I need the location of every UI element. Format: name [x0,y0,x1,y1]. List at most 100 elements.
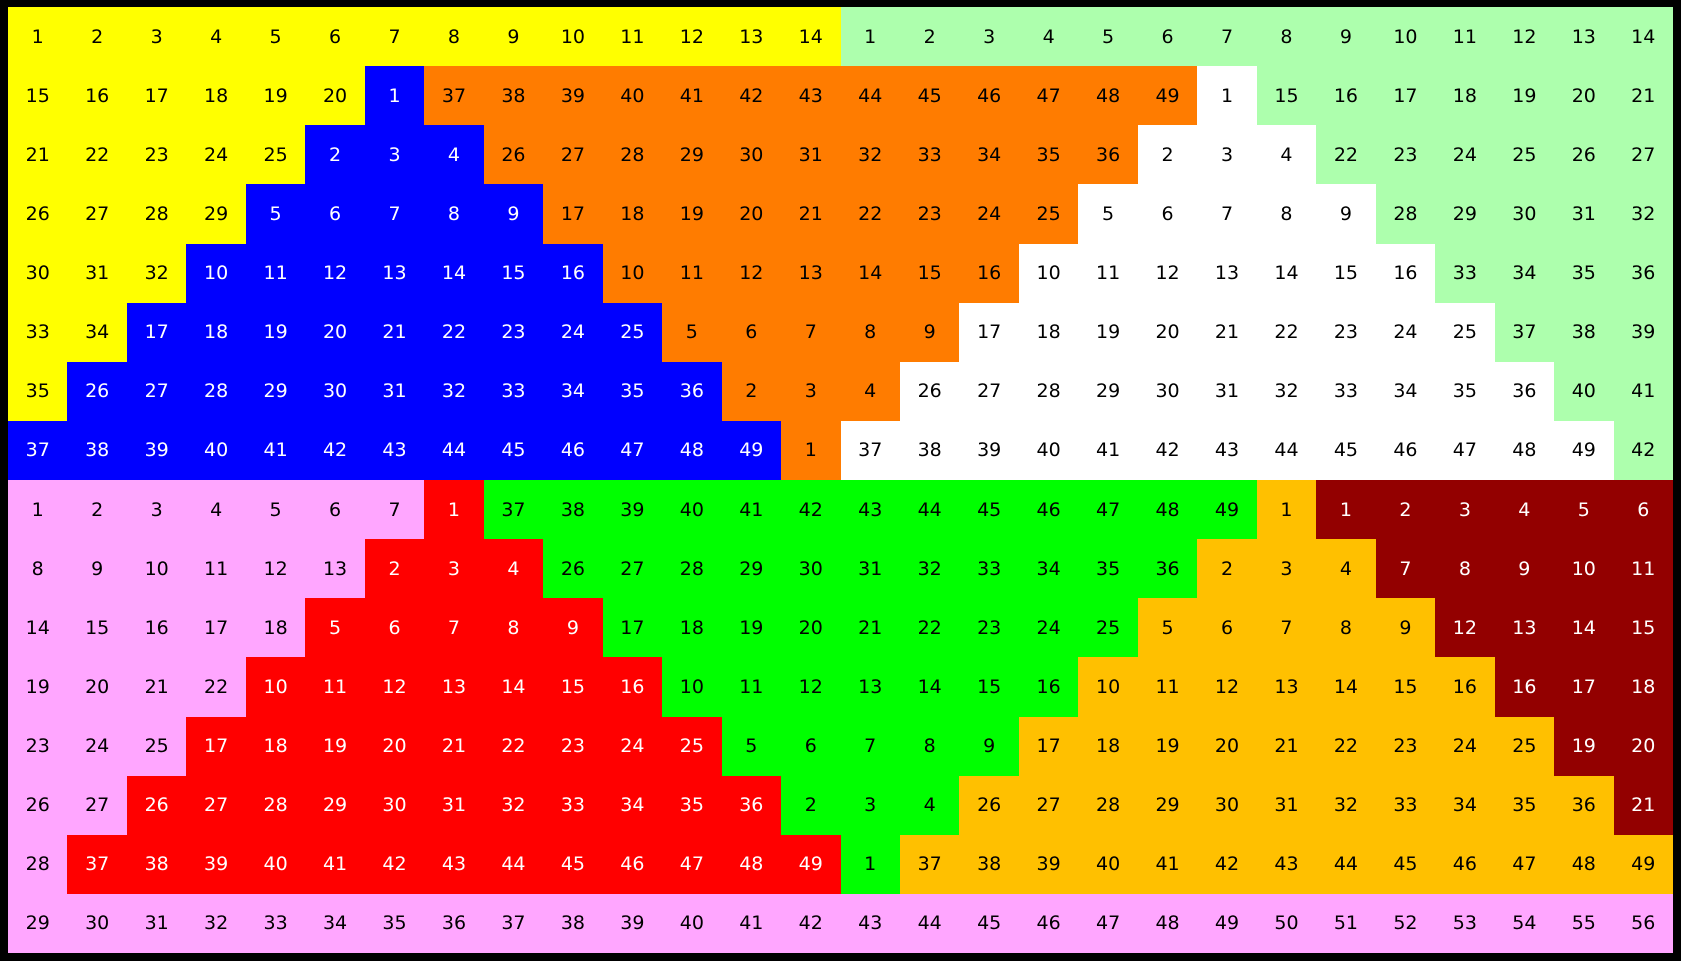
grid-cell-amber: 23 [1375,716,1436,776]
grid-cell-blue: 42 [305,420,365,480]
grid-cell-white: 16 [1375,243,1436,303]
grid-cell-blue: 47 [602,420,663,480]
grid-cell-red: 44 [483,834,544,894]
grid-cell-green: 47 [1078,480,1138,540]
grid-cell-pink: 37 [483,893,544,953]
grid-cell-lightgreen: 40 [1554,361,1614,421]
grid-cell-amber: 27 [1018,775,1079,835]
grid-cell-white: 25 [1435,302,1495,362]
grid-cell-red: 45 [543,834,603,894]
grid-cell-amber: 28 [1078,775,1138,835]
grid-cell-red: 34 [602,775,663,835]
grid-cell-pink: 8 [8,539,68,599]
grid-cell-white: 17 [959,302,1019,362]
grid-cell-blue: 31 [364,361,425,421]
grid-cell-white: 22 [1256,302,1317,362]
grid-cell-blue: 46 [543,420,603,480]
grid-cell-orange: 32 [840,125,900,185]
grid-cell-pink: 17 [186,598,246,658]
grid-cell-red: 29 [305,775,365,835]
grid-cell-amber: 8 [1316,598,1376,658]
grid-cell-red: 15 [543,657,603,717]
grid-cell-orange: 46 [959,66,1019,126]
grid-cell-amber: 43 [1256,834,1317,894]
grid-cell-red: 20 [364,716,425,776]
grid-cell-amber: 48 [1554,834,1614,894]
grid-cell-yellow: 3 [126,7,187,67]
grid-cell-blue: 34 [543,361,603,421]
grid-cell-amber: 31 [1256,775,1317,835]
grid-cell-red: 49 [781,834,841,894]
grid-cell-lightgreen: 31 [1554,184,1614,244]
grid-cell-orange: 6 [721,302,782,362]
grid-cell-pink: 30 [67,893,127,953]
grid-cell-yellow: 31 [67,243,127,303]
grid-cell-darkred: 17 [1554,657,1614,717]
grid-cell-blue: 22 [424,302,484,362]
grid-cell-orange: 8 [840,302,900,362]
grid-cell-pink: 3 [126,480,187,540]
grid-cell-blue: 23 [483,302,544,362]
grid-cell-yellow: 1 [8,7,68,67]
grid-cell-yellow: 20 [305,66,365,126]
grid-cell-yellow: 27 [67,184,127,244]
grid-cell-pink: 36 [424,893,484,953]
grid-cell-white: 7 [1197,184,1257,244]
grid-cell-green: 35 [1078,539,1138,599]
grid-cell-amber: 6 [1197,598,1257,658]
grid-cell-lightgreen: 24 [1435,125,1495,185]
grid-cell-red: 46 [602,834,663,894]
grid-cell-orange: 43 [781,66,841,126]
grid-cell-white: 33 [1316,361,1376,421]
grid-cell-lightgreen: 37 [1494,302,1555,362]
grid-cell-orange: 26 [483,125,544,185]
grid-cell-pink: 41 [721,893,782,953]
grid-cell-green: 13 [840,657,900,717]
grid-cell-amber: 21 [1256,716,1317,776]
grid-cell-blue: 30 [305,361,365,421]
grid-cell-amber: 10 [1078,657,1138,717]
grid-cell-lightgreen: 14 [1613,7,1673,67]
grid-cell-blue: 12 [305,243,365,303]
grid-cell-green: 2 [781,775,841,835]
grid-cell-yellow: 7 [364,7,425,67]
grid-cell-yellow: 2 [67,7,127,67]
grid-cell-white: 48 [1494,420,1555,480]
grid-cell-amber: 22 [1316,716,1376,776]
grid-cell-amber: 24 [1435,716,1495,776]
grid-cell-blue: 11 [245,243,306,303]
grid-cell-orange: 33 [899,125,960,185]
grid-cell-pink: 9 [67,539,127,599]
grid-cell-amber: 1 [1256,480,1317,540]
grid-cell-amber: 7 [1256,598,1317,658]
grid-cell-blue: 43 [364,420,425,480]
grid-cell-pink: 13 [305,539,365,599]
grid-cell-green: 45 [959,480,1019,540]
grid-cell-blue: 10 [186,243,246,303]
grid-cell-blue: 27 [126,361,187,421]
grid-cell-white: 18 [1018,302,1079,362]
grid-cell-green: 7 [840,716,900,776]
grid-cell-orange: 13 [781,243,841,303]
grid-cell-green: 19 [721,598,782,658]
grid-cell-red: 6 [364,598,425,658]
grid-cell-green: 36 [1137,539,1198,599]
grid-cell-pink: 19 [8,657,68,717]
grid-cell-orange: 1 [781,420,841,480]
grid-cell-orange: 47 [1018,66,1079,126]
grid-cell-amber: 25 [1494,716,1555,776]
grid-cell-darkred: 18 [1613,657,1673,717]
grid-cell-green: 8 [899,716,960,776]
grid-cell-darkred: 14 [1554,598,1614,658]
grid-cell-green: 29 [721,539,782,599]
grid-cell-white: 41 [1078,420,1138,480]
grid-cell-lightgreen: 1 [840,7,900,67]
grid-cell-blue: 17 [126,302,187,362]
grid-cell-white: 46 [1375,420,1436,480]
grid-cell-lightgreen: 39 [1613,302,1673,362]
grid-cell-lightgreen: 20 [1554,66,1614,126]
grid-cell-lightgreen: 7 [1197,7,1257,67]
grid-cell-lightgreen: 35 [1554,243,1614,303]
grid-cell-amber: 17 [1018,716,1079,776]
grid-cell-blue: 7 [364,184,425,244]
